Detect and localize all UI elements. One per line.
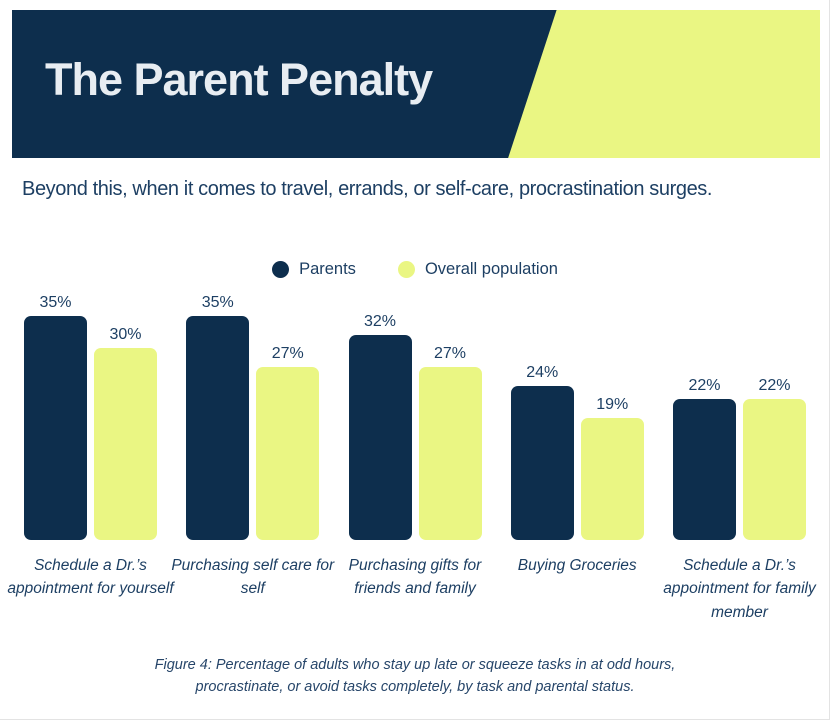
bar-group: 24% 19% Buying Groceries xyxy=(510,294,644,574)
value-label: 35% xyxy=(201,294,234,311)
bar-overall-population xyxy=(580,418,644,540)
bar-column-overall-population: 30% xyxy=(94,294,157,540)
bar-column-overall-population: 27% xyxy=(418,294,482,540)
bar-column-overall-population: 27% xyxy=(256,294,320,540)
figure-caption: Figure 4: Percentage of adults who stay … xyxy=(154,657,676,696)
bar-parents xyxy=(348,335,412,540)
bar-overall-population xyxy=(256,367,320,540)
bar-parents xyxy=(186,316,250,540)
bar-column-parents: 24% xyxy=(510,294,574,540)
value-label: 22% xyxy=(688,377,721,394)
bar-parents xyxy=(24,316,87,540)
category-label: Schedule a Dr.’s appointment for yoursel… xyxy=(7,557,174,598)
bar-group: 35% 27% Purchasing self care for self xyxy=(171,294,334,597)
bar-parents xyxy=(510,386,574,540)
bar-column-parents: 22% xyxy=(673,294,736,540)
bar-column-parents: 32% xyxy=(348,294,412,540)
page-title: The Parent Penalty xyxy=(45,54,433,105)
value-label: 22% xyxy=(758,377,791,394)
bar-overall-population xyxy=(743,399,806,540)
category-label: Purchasing gifts for friends and family xyxy=(348,557,482,598)
category-label: Buying Groceries xyxy=(517,557,637,574)
bar-group: 35% 30% Schedule a Dr.’s appointment for y… xyxy=(7,294,173,597)
value-label: 27% xyxy=(433,345,467,362)
bar-overall-population xyxy=(94,348,157,540)
legend-dot-overall-population xyxy=(397,261,415,278)
bar-group: 22% 22% Schedule a Dr.’s appointment for f… xyxy=(663,294,816,621)
legend-item-overall-population: Overall population xyxy=(397,260,558,279)
category-label: Purchasing self care for self xyxy=(171,557,335,598)
value-label: 24% xyxy=(526,364,559,381)
banner-navy-shape xyxy=(12,10,557,158)
legend-dot-parents xyxy=(272,261,290,278)
bar-column-parents: 35% xyxy=(186,294,250,540)
bar-column-overall-population: 22% xyxy=(743,294,806,540)
header-banner: The Parent Penalty xyxy=(12,10,820,158)
bar-column-parents: 35% xyxy=(24,294,87,540)
value-label: 27% xyxy=(271,345,304,362)
value-label: 19% xyxy=(596,396,629,413)
value-label: 30% xyxy=(109,326,142,343)
bar-group: 32% 27% Purchasing gifts for friends and f… xyxy=(348,294,482,597)
value-label: 32% xyxy=(363,313,397,330)
chart-legend: Parents Overall population xyxy=(0,260,830,279)
bar-column-overall-population: 19% xyxy=(580,294,644,540)
bar-overall-population xyxy=(418,367,482,540)
legend-label: Parents xyxy=(299,260,356,278)
category-label: Schedule a Dr.’s appointment for family … xyxy=(663,557,816,621)
chart-subtitle: Beyond this, when it comes to travel, er… xyxy=(22,178,713,200)
legend-item-parents: Parents xyxy=(272,260,356,279)
bar-chart: 35% 30% Schedule a Dr.’s appointment for y… xyxy=(7,294,816,630)
bar-parents xyxy=(673,399,736,540)
value-label: 35% xyxy=(39,294,72,311)
legend-label: Overall population xyxy=(424,260,558,278)
